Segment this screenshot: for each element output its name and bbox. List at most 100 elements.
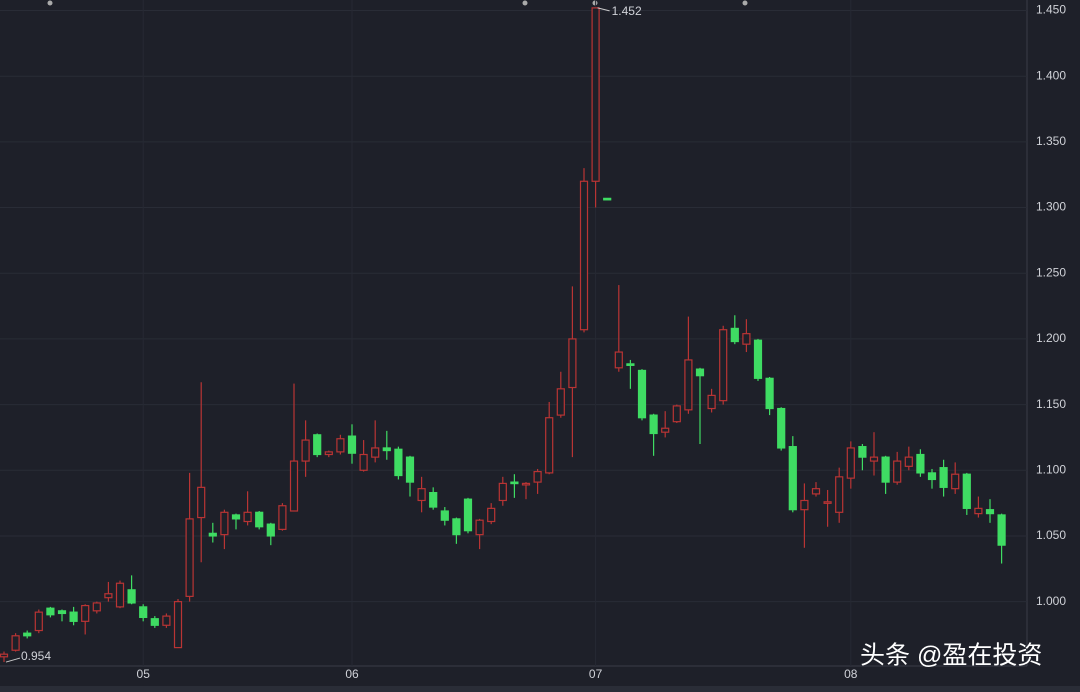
candle-body bbox=[742, 333, 751, 345]
candle-body bbox=[730, 327, 739, 343]
candle-body bbox=[579, 180, 589, 331]
candle-body bbox=[521, 482, 531, 486]
x-tick-label: 07 bbox=[589, 667, 603, 681]
candle-body bbox=[614, 351, 623, 369]
min-label: 0.954 bbox=[21, 649, 51, 663]
candle-body bbox=[11, 635, 20, 651]
candle-body bbox=[81, 604, 90, 622]
candle-body bbox=[893, 460, 902, 483]
min-pointer bbox=[5, 657, 21, 663]
y-tick-label: 1.000 bbox=[1036, 594, 1066, 608]
y-tick-label: 1.250 bbox=[1036, 265, 1066, 279]
candle-body bbox=[278, 505, 287, 530]
candle-body bbox=[452, 518, 461, 536]
candle-body bbox=[800, 499, 809, 511]
candle-body bbox=[69, 611, 78, 622]
candle-body bbox=[220, 511, 229, 536]
candle-body bbox=[974, 507, 983, 515]
candle-body bbox=[336, 438, 345, 453]
candle-body bbox=[23, 632, 32, 637]
candle-body bbox=[823, 501, 832, 504]
candle-body bbox=[962, 473, 971, 509]
candle-body bbox=[951, 473, 960, 490]
candle-body bbox=[0, 653, 9, 658]
candle-body bbox=[835, 476, 844, 513]
candle-body bbox=[185, 518, 194, 597]
candle-body bbox=[533, 470, 542, 483]
candle-body bbox=[765, 377, 774, 410]
candle-body bbox=[869, 456, 879, 462]
candle-body bbox=[637, 369, 647, 419]
x-tick-label: 08 bbox=[844, 667, 858, 681]
candle-body bbox=[556, 388, 565, 416]
y-tick-label: 1.150 bbox=[1036, 397, 1066, 411]
y-tick-label: 1.200 bbox=[1036, 331, 1066, 345]
candle-body bbox=[707, 394, 716, 410]
candle-body bbox=[57, 610, 67, 615]
candle-body bbox=[417, 488, 426, 502]
candle-body bbox=[846, 447, 855, 479]
candle-body bbox=[139, 606, 148, 618]
candle-body bbox=[255, 511, 264, 528]
candle-body bbox=[92, 602, 101, 612]
candle-body bbox=[649, 414, 658, 435]
marker-dot bbox=[592, 0, 598, 6]
candle-body bbox=[359, 453, 368, 471]
candle-body bbox=[927, 472, 937, 481]
candle-body bbox=[324, 451, 333, 456]
scrollbar bbox=[0, 686, 1080, 692]
candle-body bbox=[429, 492, 438, 508]
y-tick-label: 1.400 bbox=[1036, 68, 1066, 82]
candle-body bbox=[997, 514, 1006, 546]
candle-body bbox=[162, 615, 171, 626]
marker-dot bbox=[522, 0, 528, 6]
candle-body bbox=[104, 593, 113, 599]
marker-dot bbox=[47, 0, 53, 6]
candle-body bbox=[684, 359, 693, 411]
candle-body bbox=[231, 514, 241, 520]
candle-body bbox=[150, 618, 159, 626]
candle-body bbox=[661, 427, 670, 433]
candle-body bbox=[487, 507, 496, 523]
candle-body bbox=[208, 532, 217, 537]
y-tick-label: 1.450 bbox=[1036, 3, 1066, 17]
candle-body bbox=[382, 447, 391, 452]
candle-body bbox=[695, 368, 705, 377]
max-pointer bbox=[597, 7, 610, 12]
candle-body bbox=[591, 7, 600, 182]
max-label: 1.452 bbox=[612, 4, 642, 18]
candle-body bbox=[475, 519, 484, 536]
candle-body bbox=[34, 611, 43, 632]
y-tick-label: 1.050 bbox=[1036, 528, 1066, 542]
candle-body bbox=[127, 589, 136, 604]
candle-body bbox=[753, 339, 763, 379]
candle-body bbox=[881, 456, 890, 483]
candle-body bbox=[603, 197, 612, 201]
candle-body bbox=[777, 407, 786, 449]
candle-body bbox=[719, 329, 728, 402]
candle-body bbox=[672, 405, 681, 423]
candle-body bbox=[405, 456, 415, 483]
x-tick-label: 06 bbox=[345, 667, 359, 681]
candle-body bbox=[46, 607, 55, 616]
candle-body bbox=[301, 439, 310, 462]
candle-body bbox=[394, 448, 403, 477]
candle-body bbox=[626, 363, 635, 366]
marker-dot bbox=[742, 0, 748, 6]
candle-body bbox=[939, 467, 948, 488]
candle-body bbox=[115, 582, 125, 608]
candle-body bbox=[266, 523, 275, 537]
candle-body bbox=[371, 447, 380, 458]
candle-body bbox=[440, 510, 449, 521]
candle-body bbox=[811, 488, 821, 495]
candle-body bbox=[510, 481, 519, 485]
candle-body bbox=[289, 460, 299, 512]
candle-body bbox=[463, 498, 473, 532]
y-tick-label: 1.350 bbox=[1036, 134, 1066, 148]
candle-body bbox=[243, 511, 252, 523]
y-tick-label: 1.100 bbox=[1036, 462, 1066, 476]
candle-body bbox=[313, 434, 322, 456]
x-tick-label: 05 bbox=[137, 667, 151, 681]
